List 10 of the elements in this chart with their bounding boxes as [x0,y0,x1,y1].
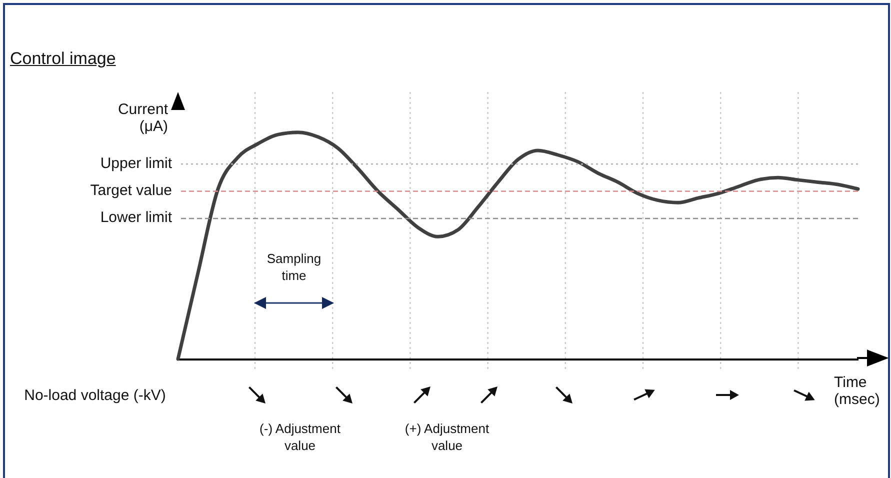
ref-line-label: Upper limit [99,155,172,172]
text: (-) Adjustment value [258,420,342,454]
y-axis-title: Current (μA) [116,101,168,135]
annotation: Sampling time [266,250,322,284]
text: No-load voltage (-kV) [23,387,167,404]
ref-line-label: Lower limit [99,209,172,226]
text: (+) Adjustment value [404,420,490,454]
ref-line-label: Target value [89,182,172,200]
chart-title: Control image [10,49,116,68]
x-axis-title: Time (msec) [834,374,881,408]
